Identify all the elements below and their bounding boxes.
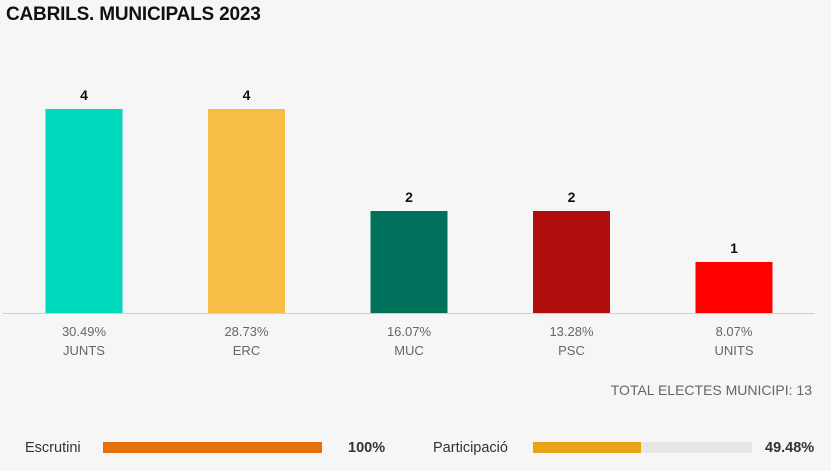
escrutini-progress-fill — [103, 442, 322, 453]
category-label-psc: PSC — [558, 343, 585, 358]
escrutini-value: 100% — [348, 440, 386, 456]
category-label-junts: JUNTS — [63, 343, 105, 358]
bar-psc[interactable] — [533, 211, 610, 313]
seats-label-junts: 4 — [80, 87, 88, 103]
bar-chart: 4 30.49% JUNTS 4 28.73% ERC 2 16.07% MUC 2 13.28% P… — [3, 87, 815, 358]
category-label-erc: ERC — [233, 343, 260, 358]
participacio-progress-bar — [533, 442, 752, 453]
percentage-label-junts: 30.49% — [62, 324, 107, 339]
percentage-label-erc: 28.73% — [224, 324, 269, 339]
category-label-units: UNITS — [715, 343, 754, 358]
seats-label-erc: 4 — [243, 87, 251, 103]
percentage-label-units: 8.07% — [716, 324, 753, 339]
participacio-label: Participació — [433, 440, 508, 456]
bar-muc[interactable] — [370, 211, 448, 313]
seats-label-units: 1 — [730, 240, 738, 256]
bar-junts[interactable] — [45, 109, 123, 313]
category-label-muc: MUC — [394, 343, 424, 358]
chart-title: CABRILS. MUNICIPALS 2023 — [6, 4, 261, 25]
participacio-progress-fill — [533, 442, 642, 453]
escrutini-progress-bar — [103, 442, 322, 453]
seats-label-psc: 2 — [568, 189, 576, 205]
total-electes: TOTAL ELECTES MUNICIPI: 13 — [610, 382, 812, 398]
percentage-label-psc: 13.28% — [549, 324, 594, 339]
bar-erc[interactable] — [208, 109, 285, 313]
percentage-label-muc: 16.07% — [387, 324, 432, 339]
bar-units[interactable] — [695, 262, 773, 313]
participacio-value: 49.48% — [765, 440, 815, 456]
escrutini-label: Escrutini — [25, 440, 81, 456]
seats-label-muc: 2 — [405, 189, 413, 205]
